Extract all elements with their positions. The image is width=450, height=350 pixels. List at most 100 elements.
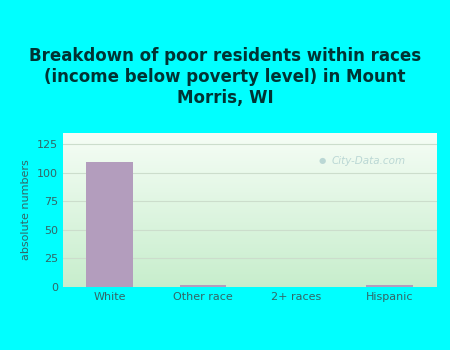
Bar xyxy=(63,216,436,217)
Bar xyxy=(63,165,436,166)
Bar xyxy=(63,276,436,277)
Bar xyxy=(63,215,436,216)
Y-axis label: absolute numbers: absolute numbers xyxy=(22,160,32,260)
Bar xyxy=(63,135,436,136)
Bar xyxy=(63,175,436,176)
Bar xyxy=(63,225,436,226)
Bar xyxy=(63,199,436,200)
Bar xyxy=(63,137,436,138)
Bar xyxy=(63,151,436,152)
Bar xyxy=(63,190,436,191)
Bar xyxy=(63,250,436,251)
Bar xyxy=(63,275,436,276)
Bar xyxy=(63,148,436,149)
Bar xyxy=(63,209,436,210)
Text: Breakdown of poor residents within races
(income below poverty level) in Mount
M: Breakdown of poor residents within races… xyxy=(29,47,421,107)
Bar xyxy=(63,279,436,280)
Bar xyxy=(63,155,436,156)
Bar xyxy=(63,141,436,142)
Bar xyxy=(63,143,436,144)
Bar xyxy=(63,223,436,224)
Bar xyxy=(63,184,436,186)
Bar xyxy=(63,272,436,273)
Bar xyxy=(63,172,436,173)
Bar xyxy=(63,214,436,215)
Bar xyxy=(63,182,436,183)
Bar xyxy=(63,232,436,233)
Bar xyxy=(63,237,436,238)
Bar xyxy=(86,161,133,287)
Bar xyxy=(63,173,436,174)
Bar xyxy=(63,161,436,162)
Bar xyxy=(63,208,436,209)
Bar xyxy=(63,211,436,212)
Bar xyxy=(63,207,436,208)
Bar xyxy=(63,196,436,197)
Bar xyxy=(63,254,436,255)
Bar xyxy=(63,158,436,159)
Bar xyxy=(63,283,436,284)
Bar xyxy=(63,156,436,157)
Bar xyxy=(63,227,436,228)
Bar xyxy=(63,264,436,265)
Bar xyxy=(63,274,436,275)
Bar xyxy=(63,243,436,244)
Bar xyxy=(63,174,436,175)
Bar xyxy=(63,198,436,199)
Bar xyxy=(63,278,436,279)
Bar xyxy=(63,166,436,167)
Bar xyxy=(63,252,436,253)
Bar xyxy=(63,142,436,143)
Bar xyxy=(63,263,436,264)
Bar xyxy=(63,241,436,242)
Bar xyxy=(63,266,436,267)
Bar xyxy=(63,169,436,170)
Bar xyxy=(63,163,436,164)
Bar xyxy=(63,159,436,160)
Bar xyxy=(63,257,436,258)
Bar xyxy=(63,253,436,254)
Bar xyxy=(63,281,436,282)
Bar xyxy=(63,146,436,147)
Bar xyxy=(63,234,436,236)
Bar xyxy=(63,249,436,250)
Bar xyxy=(63,270,436,271)
Bar xyxy=(63,284,436,285)
Bar xyxy=(63,226,436,227)
Bar xyxy=(63,217,436,218)
Bar xyxy=(63,186,436,187)
Bar xyxy=(63,160,436,161)
Bar xyxy=(63,150,436,151)
Bar xyxy=(63,153,436,154)
Bar xyxy=(63,220,436,221)
Bar xyxy=(63,191,436,192)
Bar xyxy=(63,219,436,220)
Bar xyxy=(63,187,436,188)
Bar xyxy=(63,268,436,269)
Bar xyxy=(63,269,436,270)
Bar xyxy=(63,273,436,274)
Text: City-Data.com: City-Data.com xyxy=(332,156,406,166)
Bar xyxy=(63,195,436,196)
Bar xyxy=(63,236,436,237)
Bar xyxy=(63,205,436,206)
Bar xyxy=(63,168,436,169)
Bar xyxy=(180,285,226,287)
Bar xyxy=(63,204,436,205)
Bar xyxy=(63,222,436,223)
Bar xyxy=(63,256,436,257)
Bar xyxy=(63,138,436,139)
Bar xyxy=(63,164,436,165)
Bar xyxy=(63,221,436,222)
Bar xyxy=(63,134,436,135)
Bar xyxy=(63,140,436,141)
Bar xyxy=(63,197,436,198)
Bar xyxy=(63,177,436,178)
Bar xyxy=(63,133,436,134)
Bar xyxy=(63,192,436,193)
Text: ●: ● xyxy=(319,156,326,165)
Bar xyxy=(63,145,436,146)
Bar xyxy=(63,229,436,230)
Bar xyxy=(63,152,436,153)
Bar xyxy=(63,183,436,184)
